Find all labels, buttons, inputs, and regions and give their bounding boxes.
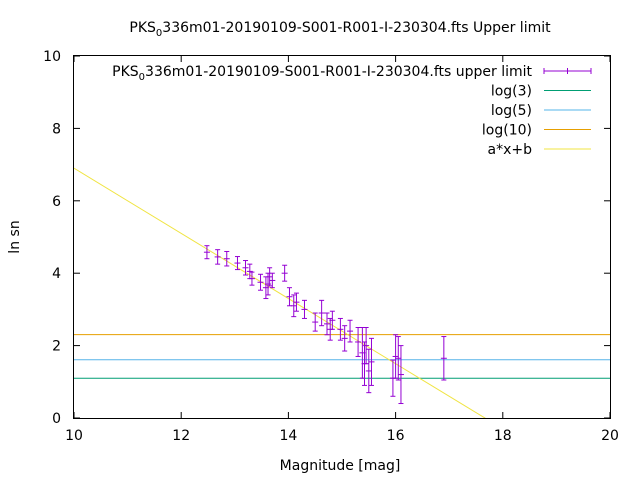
data-point (234, 256, 241, 271)
legend-item: log(5) (491, 103, 591, 119)
x-tick-label: 14 (279, 428, 297, 444)
x-tick-label: 20 (601, 428, 619, 444)
data-point (365, 348, 372, 394)
legend-item: log(3) (491, 84, 591, 100)
data-point (223, 250, 230, 267)
legend-label: PKS0336m01-20190109-S001-R001-I-230304.f… (112, 64, 532, 83)
data-point (269, 272, 276, 289)
data-point (290, 294, 297, 318)
chart-title: PKS0336m01-20190109-S001-R001-I-230304.f… (129, 20, 551, 39)
data-point (329, 310, 336, 330)
data-point (301, 299, 308, 319)
y-tick-label: 10 (43, 49, 61, 65)
data-point (397, 345, 404, 405)
data-point (337, 317, 344, 341)
plot-frame (73, 55, 611, 419)
legend-item: a*x+b (488, 142, 591, 158)
legend-label: log(5) (491, 103, 532, 119)
y-tick-label: 0 (52, 411, 61, 427)
fit-line-layer (74, 167, 486, 418)
data-point (440, 336, 447, 381)
y-axis-label: ln sn (7, 220, 23, 253)
x-tick-label: 12 (172, 428, 190, 444)
data-points (203, 245, 447, 405)
legend-item: log(10) (482, 123, 591, 139)
data-point (395, 336, 402, 381)
y-tick-label: 8 (52, 121, 61, 137)
data-point (203, 245, 210, 260)
fit-line (74, 167, 486, 418)
y-tick-label: 2 (52, 339, 61, 355)
x-axis-ticks: 10 12 14 16 18 20 (65, 56, 619, 444)
data-point (286, 287, 293, 307)
data-point (242, 260, 249, 276)
data-point (363, 327, 370, 365)
legend: PKS0336m01-20190109-S001-R001-I-230304.f… (112, 64, 592, 158)
y-tick-label: 6 (52, 194, 61, 210)
data-point (341, 325, 348, 352)
data-point (318, 299, 325, 327)
legend-label: log(3) (491, 84, 532, 100)
x-tick-label: 10 (65, 428, 83, 444)
data-point (257, 273, 264, 291)
legend-item: PKS0336m01-20190109-S001-R001-I-230304.f… (112, 64, 592, 83)
data-point (392, 334, 399, 379)
x-tick-label: 16 (387, 428, 405, 444)
y-tick-label: 4 (52, 266, 61, 282)
data-point (355, 327, 362, 357)
data-point (248, 271, 255, 286)
x-axis-label: Magnitude [mag] (280, 458, 401, 474)
data-point (368, 337, 375, 386)
data-point (293, 292, 300, 312)
x-tick-label: 18 (494, 428, 512, 444)
data-point (389, 359, 396, 397)
y-axis-ticks: 0 2 4 6 8 10 (43, 49, 610, 427)
data-point (323, 312, 330, 336)
data-point (281, 264, 288, 282)
data-point (266, 267, 273, 287)
plot-area: 10 12 14 16 18 20 0 2 4 6 8 10 (43, 49, 619, 444)
legend-label: log(10) (482, 123, 532, 139)
legend-label: a*x+b (488, 142, 533, 158)
reference-lines (74, 334, 610, 379)
data-point (312, 312, 319, 332)
data-point (347, 319, 354, 343)
data-point (214, 249, 221, 265)
